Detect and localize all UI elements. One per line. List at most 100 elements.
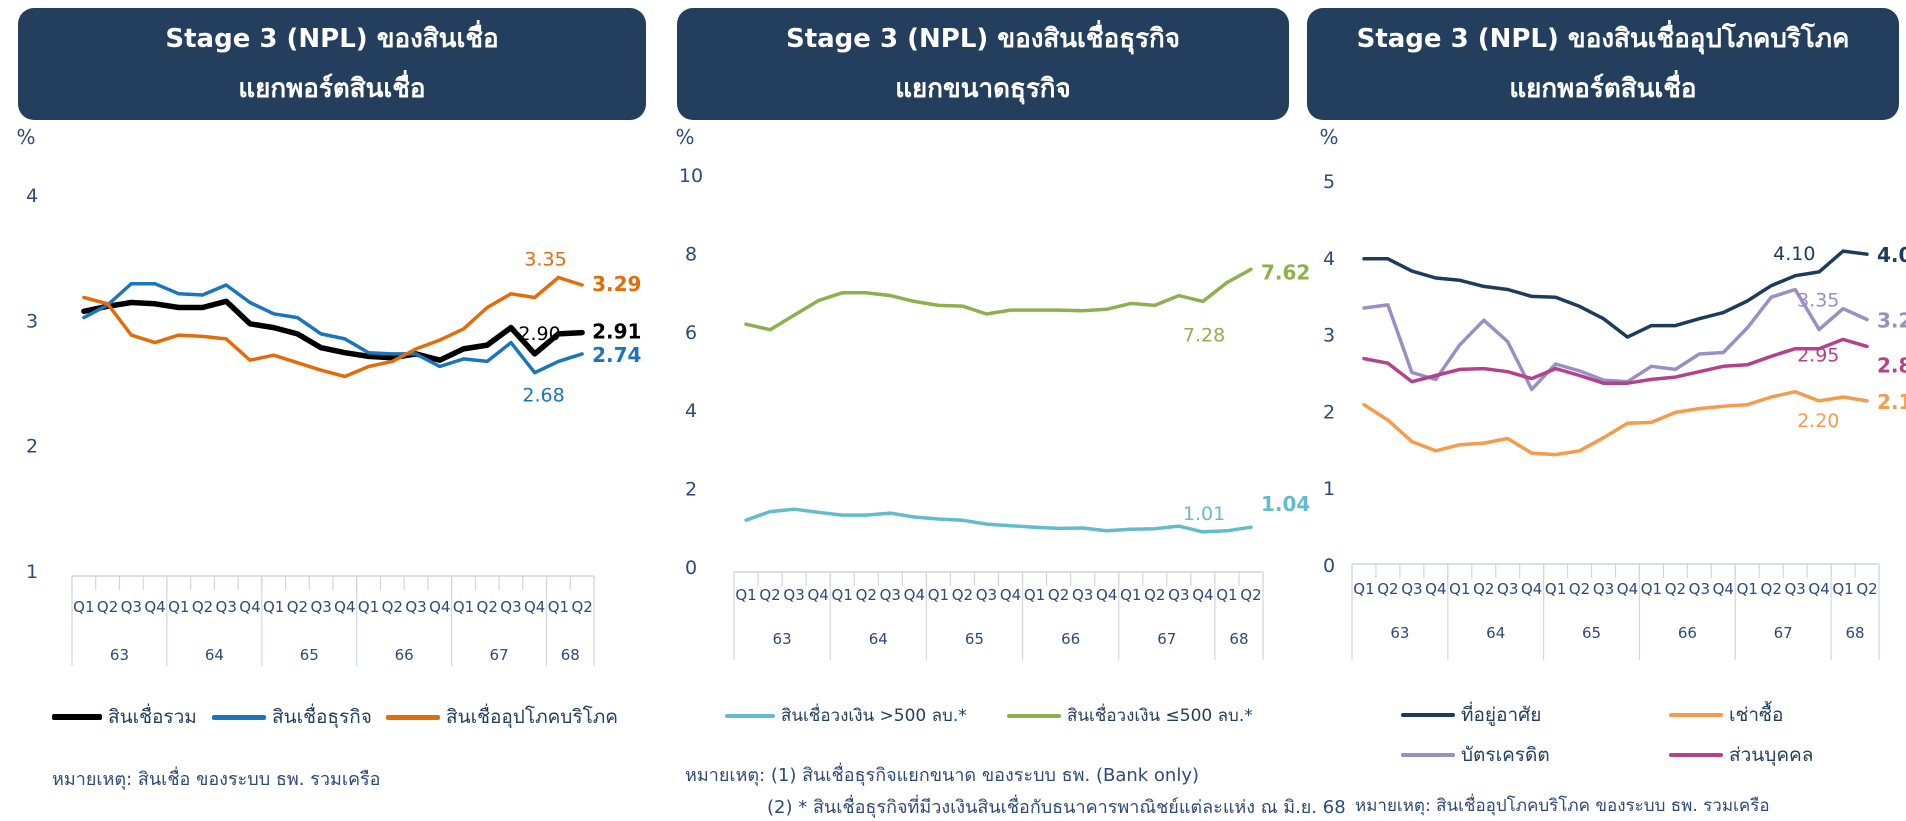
x-tick-label: Q3 [1401, 580, 1422, 598]
chart-title-line1: Stage 3 (NPL) ของสินเชื่อธุรกิจ [785, 24, 1181, 54]
chart-title-line2: แยกพอร์ตสินเชื่อ [1509, 74, 1697, 104]
legend-item-consumer: สินเชื่ออุปโภคบริโภค [386, 702, 618, 732]
y-tick-label: 10 [679, 165, 703, 187]
data-label: 3.21 [1877, 308, 1906, 332]
x-tick-label: Q2 [856, 586, 877, 604]
series-2: 2.68 2.74 [82, 281, 641, 406]
x-tick-label: Q1 [263, 598, 284, 616]
x-tick-label: Q1 [1120, 586, 1141, 604]
y-tick-label: 4 [685, 400, 697, 422]
series-line [1362, 287, 1869, 392]
x-tick-label: Q1 [1641, 580, 1662, 598]
x-tick-label: Q4 [239, 598, 260, 616]
y-tick-label: 3 [26, 310, 38, 332]
year-label: 66 [1678, 624, 1697, 642]
y-tick-label: 4 [26, 185, 38, 207]
x-tick-label: Q2 [1569, 580, 1590, 598]
data-label: 2.68 [522, 384, 564, 406]
x-tick-label: Q4 [904, 586, 925, 604]
series-4: 2.95 2.86 [1362, 337, 1906, 385]
y-tick-label: 6 [685, 322, 697, 344]
y-axis-unit: % [16, 125, 35, 149]
data-label: 4.10 [1773, 243, 1815, 265]
series-line [1362, 337, 1869, 385]
x-tick-label: Q3 [216, 598, 237, 616]
x-tick-label: Q3 [500, 598, 521, 616]
x-tick-label: Q1 [1832, 580, 1853, 598]
x-tick-label: Q4 [429, 598, 450, 616]
y-tick-label: 8 [685, 243, 697, 265]
year-label: 67 [1157, 630, 1176, 648]
chart-title-box: Stage 3 (NPL) ของสินเชื่ออุปโภคบริโภค แย… [1307, 8, 1899, 120]
year-label: 67 [1774, 624, 1793, 642]
chart-title-box: Stage 3 (NPL) ของสินเชื่อ แยกพอร์ตสินเชื… [18, 8, 646, 120]
y-tick-label: 1 [26, 561, 38, 583]
y-tick-label: 2 [1323, 401, 1335, 423]
year-label: 68 [1845, 624, 1864, 642]
x-tick-label: Q1 [1216, 586, 1237, 604]
x-tick-label: Q1 [168, 598, 189, 616]
x-tick-label: Q1 [453, 598, 474, 616]
series-3: 3.35 3.21 [1362, 287, 1906, 392]
x-tick-label: Q1 [832, 586, 853, 604]
x-tick-label: Q4 [144, 598, 165, 616]
year-label: 66 [1061, 630, 1080, 648]
legend-swatch [1669, 753, 1723, 757]
series-line [82, 281, 584, 375]
legend: สินเชื่อวงเงิน >500 ลบ.* สินเชื่อวงเงิน … [725, 702, 1285, 732]
x-tick-label: Q2 [1144, 586, 1165, 604]
x-tick-label: Q1 [1024, 586, 1045, 604]
data-label: 2.95 [1797, 344, 1839, 366]
year-label: 65 [300, 646, 319, 664]
x-tick-label: Q4 [1808, 580, 1829, 598]
y-tick-label: 4 [1323, 248, 1335, 270]
x-tick-label: Q3 [976, 586, 997, 604]
x-tick-label: Q4 [1617, 580, 1638, 598]
legend-label: สินเชื่อวงเงิน ≤500 ลบ.* [1067, 706, 1253, 726]
legend-item-business: สินเชื่อธุรกิจ [212, 702, 372, 732]
x-tick-label: Q3 [1593, 580, 1614, 598]
x-tick-label: Q3 [783, 586, 804, 604]
series-line [81, 298, 585, 363]
y-axis-unit: % [675, 125, 694, 149]
y-tick-label: 2 [685, 479, 697, 501]
legend-label: บัตรเครดิต [1461, 744, 1550, 766]
legend-swatch [725, 713, 775, 718]
x-tick-label: Q4 [1096, 586, 1117, 604]
x-tick-label: Q2 [1856, 580, 1877, 598]
legend-item-small: สินเชื่อวงเงิน ≤500 ลบ.* [1007, 702, 1253, 729]
data-label: 2.86 [1877, 353, 1906, 377]
series-line [744, 267, 1253, 332]
data-label: 2.91 [592, 320, 641, 344]
x-tick-label: Q3 [1784, 580, 1805, 598]
y-axis-unit: % [1319, 125, 1338, 149]
chart-title-line2: แยกพอร์ตสินเชื่อ [238, 74, 426, 104]
footnote-1: หมายเหตุ: (1) สินเชื่อธุรกิจแยกขนาด ของร… [685, 765, 1200, 786]
year-label: 66 [395, 646, 414, 664]
data-label: 3.35 [1797, 290, 1839, 312]
legend-item-large: สินเชื่อวงเงิน >500 ลบ.* [725, 702, 967, 729]
x-tick-label: Q2 [287, 598, 308, 616]
y-tick-label: 3 [1323, 325, 1335, 347]
x-tick-label: Q4 [334, 598, 355, 616]
data-label: 3.35 [524, 248, 566, 270]
year-label: 63 [110, 646, 129, 664]
chart-title-line2: แยกขนาดธุรกิจ [895, 74, 1071, 104]
legend-label: สินเชื่ออุปโภคบริโภค [446, 706, 619, 728]
legend-label: ส่วนบุคคล [1729, 744, 1814, 766]
legend-label: สินเชื่อธุรกิจ [272, 706, 372, 728]
series-3: 3.35 3.29 [82, 248, 641, 379]
legend: ที่อยู่อาศัย เช่าซื้อ บัตรเครดิต ส่วนบุค… [1401, 700, 1901, 770]
data-label: 2.74 [592, 343, 641, 367]
x-tick-label: Q3 [880, 586, 901, 604]
year-label: 68 [1229, 630, 1248, 648]
year-label: 64 [1486, 624, 1505, 642]
legend-swatch [52, 714, 102, 720]
x-tick-label: Q3 [405, 598, 426, 616]
y-tick-label: 0 [685, 557, 697, 579]
y-tick-label: 5 [1323, 171, 1335, 193]
x-tick-label: Q1 [1737, 580, 1758, 598]
